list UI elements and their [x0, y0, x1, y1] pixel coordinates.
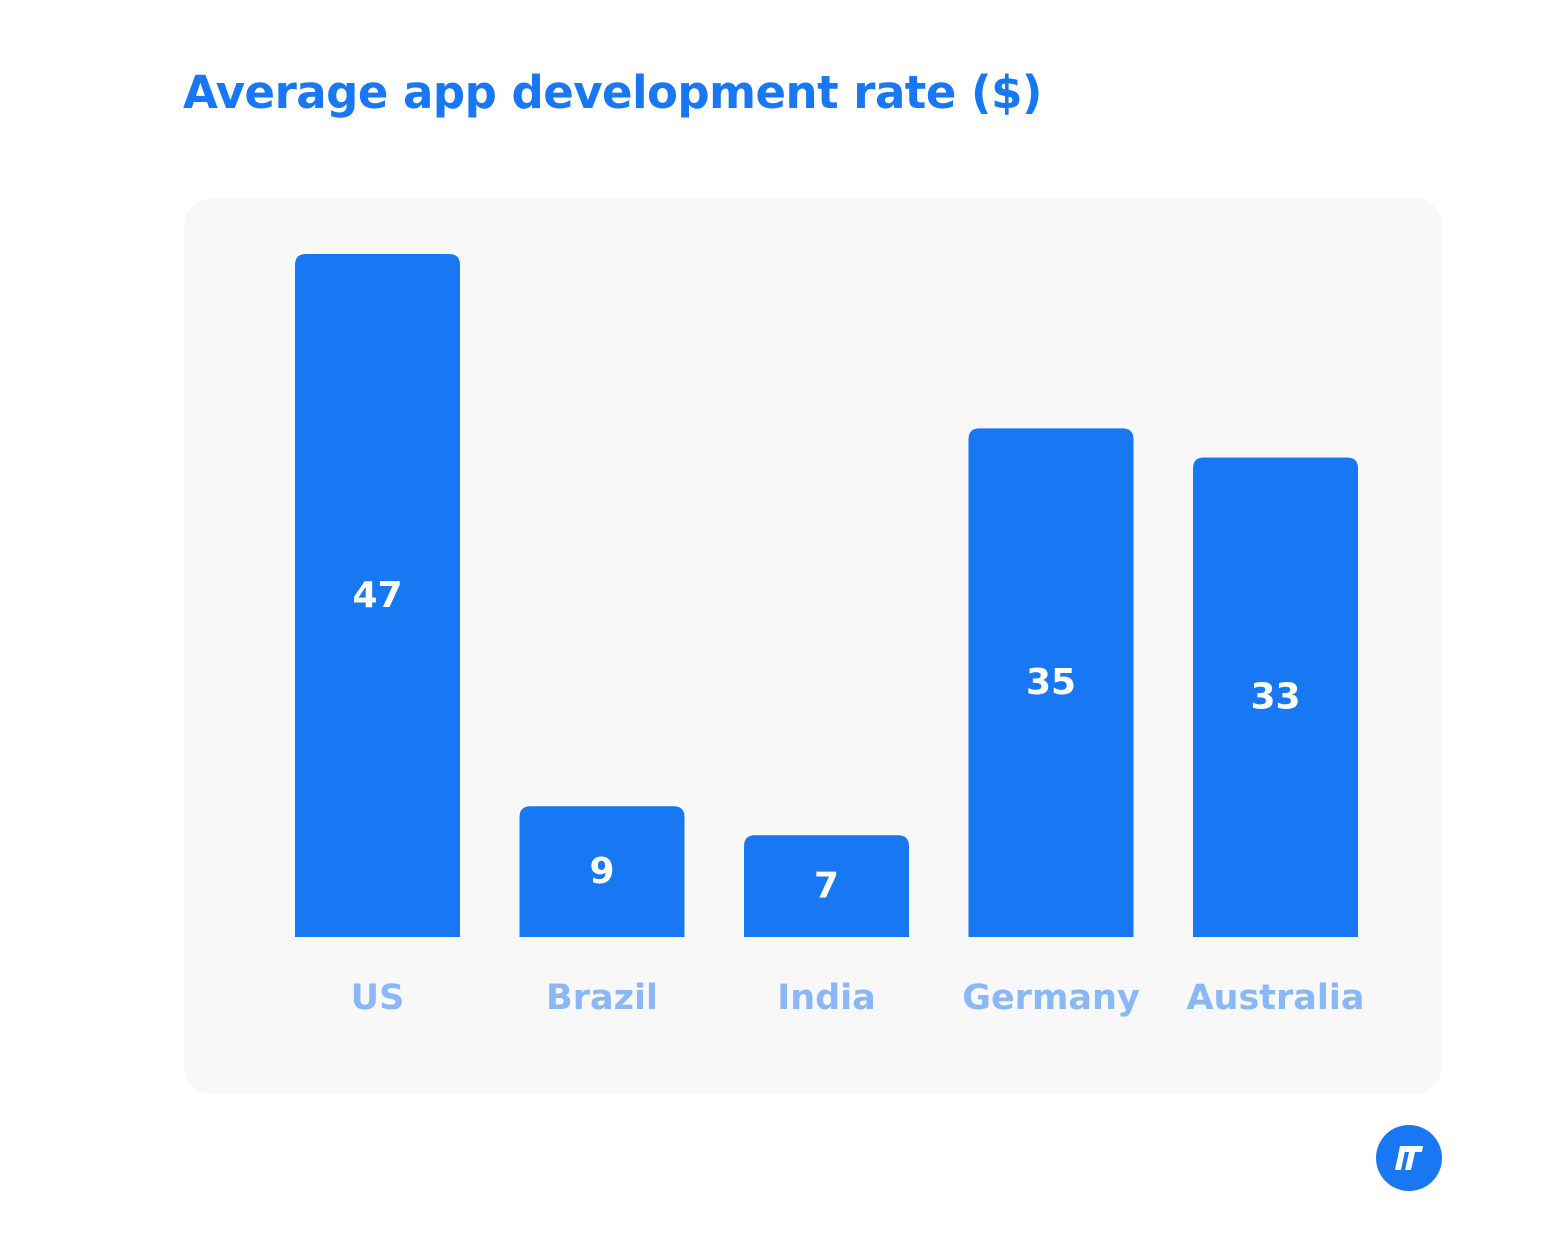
bar-germany: [968, 428, 1134, 937]
bar-value-label-australia: 33: [1250, 677, 1300, 718]
bar-chart: 47 US 9 Brazil 7 India 35 Germany 33 Australia: [295, 254, 1365, 1018]
category-label-australia: Australia: [1186, 978, 1364, 1018]
chart-panel: 47 US 9 Brazil 7 India 35 Germany 33 Australia: [184, 198, 1442, 1094]
category-label-germany: Germany: [962, 978, 1140, 1018]
category-label-us: US: [351, 978, 405, 1018]
chart-title: Average app development rate ($): [183, 66, 1042, 119]
bar-value-label-germany: 35: [1026, 662, 1076, 703]
bar-value-label-brazil: 9: [589, 851, 614, 892]
brand-logo-icon: [1395, 1146, 1423, 1170]
brand-logo: [1376, 1125, 1442, 1191]
bar-value-label-us: 47: [352, 575, 402, 616]
bar-brazil: [519, 806, 685, 937]
bar-value-label-india: 7: [814, 866, 839, 907]
category-label-india: India: [777, 978, 876, 1018]
category-label-brazil: Brazil: [546, 978, 658, 1018]
bar-us: [295, 254, 460, 937]
bar-india: [744, 835, 909, 937]
bar-australia: [1193, 457, 1358, 937]
